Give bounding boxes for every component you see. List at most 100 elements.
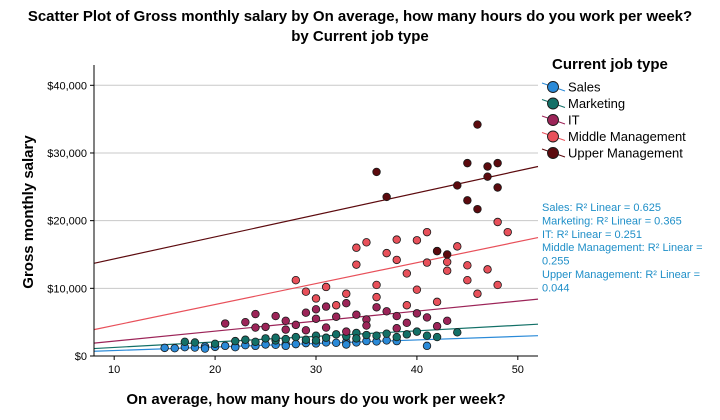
point-middle-management-18 <box>483 265 492 274</box>
point-it-3 <box>261 322 270 332</box>
point-marketing-25 <box>311 336 321 345</box>
point-it-13 <box>352 310 361 319</box>
point-upper-management-2 <box>432 246 442 256</box>
y-tick-label-3: $30,000 <box>47 148 87 160</box>
legend-label-middle-management: Middle Management <box>568 129 686 144</box>
point-middle-management-1 <box>311 294 321 303</box>
point-it-29 <box>301 326 311 335</box>
point-it-1 <box>241 317 250 327</box>
point-middle-management-27 <box>412 236 422 245</box>
point-marketing-9 <box>301 335 311 344</box>
point-upper-management-4 <box>453 181 462 190</box>
point-it-10 <box>321 302 331 311</box>
point-upper-management-3 <box>442 250 452 259</box>
point-sales-13 <box>291 339 301 349</box>
point-it-6 <box>291 320 301 330</box>
point-middle-management-25 <box>372 292 381 302</box>
point-middle-management-11 <box>422 258 432 267</box>
point-it-5 <box>281 316 290 326</box>
point-middle-management-30 <box>402 301 412 310</box>
point-marketing-2 <box>231 336 240 346</box>
point-marketing-5 <box>261 334 270 343</box>
r2-label-middle-management-1: 0.255 <box>542 256 570 268</box>
point-middle-management-29 <box>442 257 452 267</box>
point-it-26 <box>392 324 401 333</box>
point-marketing-19 <box>402 330 412 339</box>
point-middle-management-24 <box>352 243 361 252</box>
legend-marker-sales <box>547 81 559 93</box>
x-tick-label-0: 10 <box>108 364 120 376</box>
x-tick-label-1: 20 <box>209 364 221 376</box>
point-it-21 <box>442 316 452 326</box>
point-upper-management-11 <box>493 183 502 192</box>
point-middle-management-10 <box>412 285 422 294</box>
point-sales-25 <box>200 344 210 353</box>
point-middle-management-0 <box>291 276 301 285</box>
point-it-4 <box>271 311 280 321</box>
point-it-17 <box>392 311 401 321</box>
x-axis-title: On average, how many hours do you work p… <box>126 391 505 408</box>
point-marketing-17 <box>382 329 391 338</box>
point-middle-management-22 <box>301 287 311 296</box>
point-it-23 <box>281 325 290 334</box>
point-upper-management-6 <box>463 158 472 168</box>
legend-label-sales: Sales <box>568 80 601 95</box>
y-tick-label-4: $40,000 <box>47 80 87 92</box>
point-middle-management-17 <box>473 289 482 298</box>
point-it-20 <box>422 313 432 322</box>
point-it-9 <box>311 305 321 314</box>
point-middle-management-14 <box>453 242 462 251</box>
point-it-18 <box>402 318 412 328</box>
point-marketing-24 <box>271 333 280 342</box>
point-marketing-1 <box>210 339 220 349</box>
legend-label-marketing: Marketing <box>568 96 625 111</box>
point-marketing-12 <box>331 330 341 339</box>
plot-area <box>93 65 539 357</box>
point-sales-28 <box>342 340 351 349</box>
point-marketing-23 <box>453 328 462 337</box>
point-upper-management-8 <box>473 204 482 214</box>
point-marketing-21 <box>422 331 432 340</box>
r2-label-middle-management-0: Middle Management: R² Linear = <box>542 242 703 254</box>
point-middle-management-28 <box>422 227 432 237</box>
point-middle-management-6 <box>372 280 381 290</box>
chart-title-line1: Scatter Plot of Gross monthly salary by … <box>28 8 692 25</box>
point-it-16 <box>382 307 391 316</box>
point-middle-management-2 <box>331 301 341 310</box>
point-middle-management-26 <box>392 255 401 265</box>
point-upper-management-1 <box>382 192 391 202</box>
point-it-25 <box>362 321 371 330</box>
point-middle-management-31 <box>432 297 442 307</box>
point-it-27 <box>432 322 442 331</box>
legend-marker-upper-management <box>547 147 559 159</box>
r2-label-it-0: IT: R² Linear = 0.251 <box>542 229 642 241</box>
point-it-12 <box>342 299 351 308</box>
point-middle-management-16 <box>463 261 472 270</box>
point-marketing-22 <box>432 332 442 342</box>
legend-title: Current job type <box>552 56 668 73</box>
point-it-7 <box>301 308 311 317</box>
point-sales-6 <box>220 341 230 351</box>
x-axis-ticks: 10 20 30 40 50 <box>108 356 524 376</box>
point-middle-management-9 <box>402 269 412 278</box>
y-tick-label-0: $0 <box>75 351 87 363</box>
point-upper-management-12 <box>493 158 502 168</box>
point-it-0 <box>220 319 230 328</box>
x-tick-label-3: 40 <box>411 364 423 376</box>
chart-title-line2: by Current job type <box>291 28 429 45</box>
point-it-24 <box>321 323 331 332</box>
x-tick-label-4: 50 <box>512 364 524 376</box>
point-middle-management-4 <box>352 260 361 269</box>
point-middle-management-19 <box>493 217 502 227</box>
point-sales-0 <box>160 343 169 353</box>
legend-marker-marketing <box>547 97 559 110</box>
point-marketing-4 <box>251 337 260 346</box>
point-it-22 <box>251 323 260 332</box>
r2-label-upper-management-0: Upper Management: R² Linear = <box>542 269 700 281</box>
point-marketing-3 <box>241 335 250 344</box>
point-it-2 <box>251 309 260 319</box>
point-marketing-16 <box>372 331 381 340</box>
